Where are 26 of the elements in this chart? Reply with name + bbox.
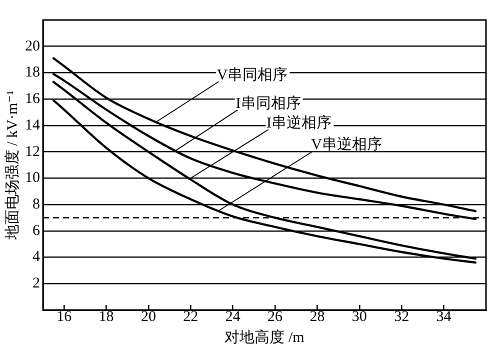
x-tick-label: 28 — [310, 308, 325, 325]
y-tick-label: 14 — [25, 117, 40, 134]
y-tick-label: 20 — [25, 38, 40, 54]
y-tick-label: 12 — [25, 144, 40, 160]
y-tick-label: 6 — [32, 222, 40, 239]
x-tick-label: 20 — [140, 308, 156, 325]
x-tick-label: 26 — [268, 308, 284, 325]
x-tick-label: 24 — [225, 308, 241, 325]
x-tick-label: 18 — [98, 308, 114, 325]
annotation: I串同相序 — [236, 94, 301, 112]
y-tick-label: 4 — [32, 249, 40, 266]
annotation: V串逆相序 — [311, 136, 382, 154]
x-tick-label: 16 — [56, 308, 72, 325]
y-tick-label: 8 — [32, 196, 40, 212]
annotation: V串同相序 — [216, 66, 288, 84]
y-tick-label: 2 — [32, 276, 40, 292]
y-axis-title: 地面电场强度 / kV·m⁻¹ — [4, 90, 21, 241]
x-tick-label: 30 — [352, 308, 367, 325]
y-tick-label: 16 — [25, 91, 40, 108]
y-tick-label: 10 — [25, 170, 40, 186]
annotation: I串逆相序 — [266, 114, 332, 132]
y-tick-label: 18 — [25, 64, 40, 81]
x-axis-title: 对地高度 /m — [224, 328, 305, 346]
x-tick-label: 34 — [436, 308, 452, 325]
x-tick-label: 22 — [183, 308, 198, 325]
x-tick-label: 32 — [394, 308, 410, 325]
